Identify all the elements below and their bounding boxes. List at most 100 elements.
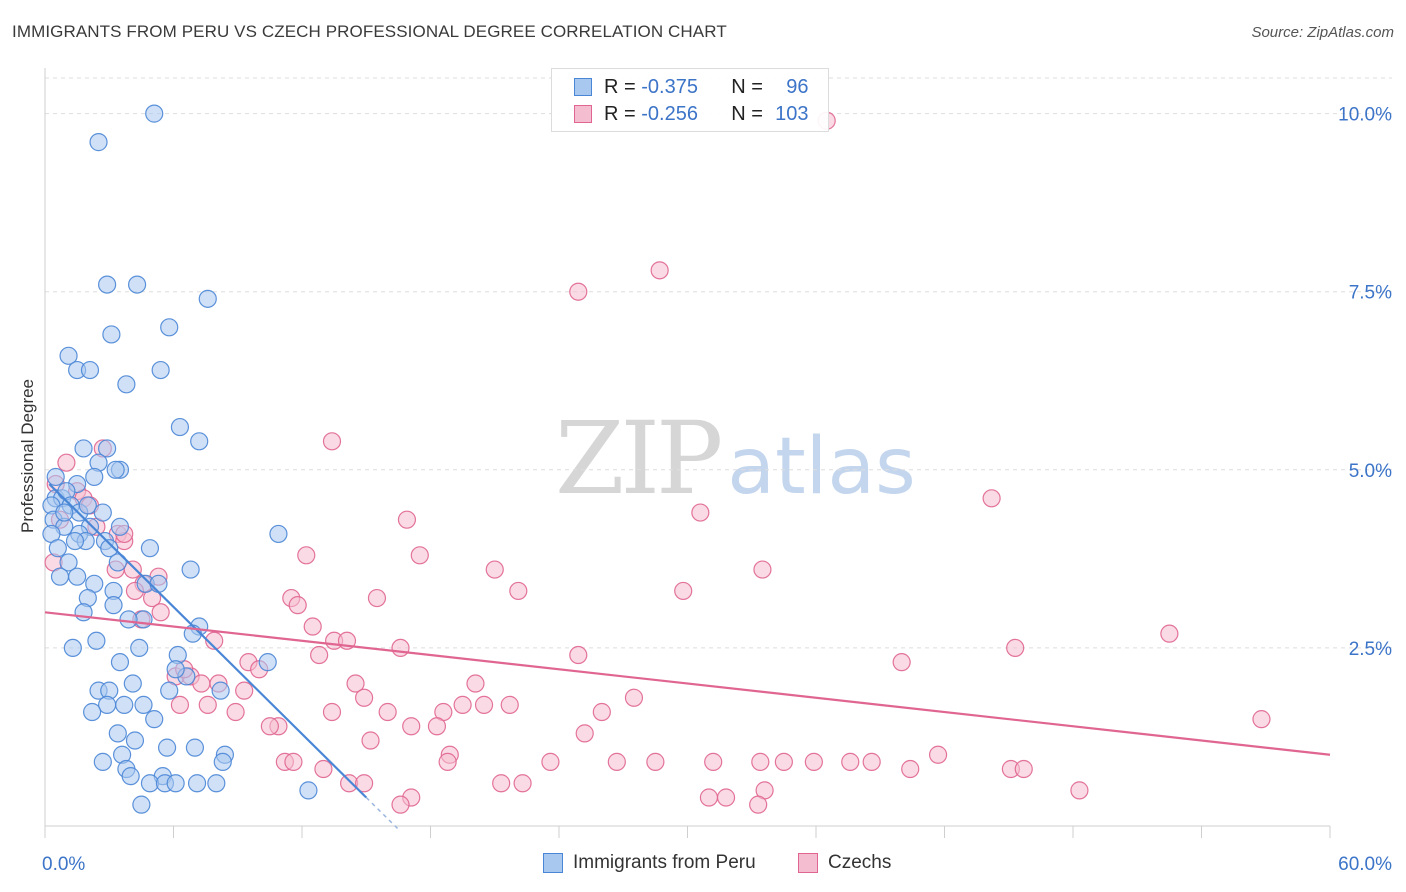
peru-point <box>166 660 185 679</box>
peru-point <box>89 133 108 152</box>
czech-point <box>716 788 736 807</box>
czech-point <box>192 674 211 693</box>
czech-point <box>500 695 519 714</box>
peru-point <box>110 517 130 536</box>
czech-point <box>367 588 387 608</box>
czech-point <box>751 752 770 771</box>
series-swatch-peru <box>543 853 563 873</box>
czech-point <box>410 546 429 565</box>
peru-point <box>181 560 200 579</box>
czech-point <box>427 717 447 736</box>
trend-lines <box>44 483 1331 830</box>
series-name-peru: Immigrants from Peru <box>573 852 756 873</box>
peru-point <box>115 695 134 714</box>
czech-point <box>314 759 333 779</box>
peru-point <box>121 767 140 786</box>
peru-point <box>104 596 123 615</box>
peru-point <box>151 360 170 380</box>
czech-point <box>541 752 560 771</box>
peru-point <box>46 467 65 487</box>
peru-point <box>59 346 78 365</box>
czech-point <box>57 453 76 472</box>
czech-point <box>804 752 823 771</box>
czech-trend-line <box>44 611 1331 756</box>
czech-point <box>691 503 710 522</box>
czech-point <box>646 752 665 771</box>
peru-point <box>127 275 147 294</box>
axes <box>44 68 1331 838</box>
peru-point <box>132 795 151 814</box>
czech-point <box>982 489 1001 508</box>
peru-point <box>108 553 127 572</box>
source-label: Source: ZipAtlas.com <box>1251 24 1394 41</box>
correlation-legend: R = -0.375 N = 96 R = -0.256 N = 103 <box>551 68 829 132</box>
peru-point <box>74 439 93 458</box>
czech-point <box>438 752 457 771</box>
czech-point <box>402 717 421 736</box>
czech-point <box>391 795 410 814</box>
legend-r-value-peru: -0.375 <box>641 75 698 98</box>
legend-r-label: R = <box>604 75 636 98</box>
czech-point <box>235 681 254 700</box>
czech-point <box>892 653 911 672</box>
peru-point <box>130 638 149 658</box>
czech-point <box>650 261 669 280</box>
peru-point <box>78 496 97 515</box>
peru-point <box>98 439 117 458</box>
series-legend-peru[interactable]: Immigrants from Peru <box>543 852 756 874</box>
czech-point <box>1014 759 1033 779</box>
czech-point <box>862 752 881 771</box>
peru-point <box>170 417 190 437</box>
czech-point <box>569 645 588 665</box>
peru-point <box>134 695 153 714</box>
peru-point <box>106 460 125 479</box>
peru-point <box>119 610 138 629</box>
x-tick-label: 0.0% <box>42 854 85 875</box>
peru-point <box>190 432 209 451</box>
czech-point <box>226 702 245 722</box>
czech-point <box>151 603 170 622</box>
peru-point <box>157 738 177 757</box>
peru-point <box>63 638 82 658</box>
peru-point <box>50 567 70 586</box>
czech-point <box>397 510 417 529</box>
czech-point <box>474 695 494 714</box>
czech-point <box>198 695 217 714</box>
series-swatch-czech <box>798 853 818 873</box>
czech-point <box>1070 781 1089 800</box>
czech-point <box>901 759 920 779</box>
legend-row-czech: R = -0.256 N = 103 <box>552 100 809 128</box>
czech-point <box>841 752 860 771</box>
x-tick-label: 60.0% <box>1338 854 1392 875</box>
czech-point <box>513 774 532 793</box>
czech-point <box>346 674 365 693</box>
czech-point <box>288 596 307 615</box>
peru-point <box>102 325 121 344</box>
czech-point <box>485 560 504 579</box>
series-name-czech: Czechs <box>828 852 892 873</box>
peru-point <box>211 681 230 700</box>
czech-point <box>260 717 279 736</box>
peru-point <box>80 360 100 380</box>
czech-point <box>753 560 772 579</box>
czech-point <box>492 774 511 793</box>
czech-point <box>322 702 342 722</box>
czech-point <box>1006 638 1025 658</box>
legend-n-value-czech: 103 <box>775 102 809 125</box>
peru-point <box>160 318 179 337</box>
peru-point <box>87 631 106 650</box>
series-legend-czech[interactable]: Czechs <box>798 852 891 874</box>
tick-labels: 2.5% 5.0% 7.5% 10.0% 0.0% 60.0% <box>42 105 1392 875</box>
peru-point <box>110 653 130 672</box>
czech-point <box>928 745 948 764</box>
watermark-atlas: atlas <box>727 422 916 512</box>
czech-point <box>310 645 329 665</box>
czech-points <box>44 111 1271 814</box>
peru-point <box>145 710 164 729</box>
legend-swatch-czech <box>574 105 592 123</box>
czech-point <box>466 674 485 693</box>
czech-point <box>453 695 472 714</box>
czech-point <box>699 788 719 807</box>
czech-point <box>361 731 380 750</box>
peru-point <box>207 774 226 793</box>
